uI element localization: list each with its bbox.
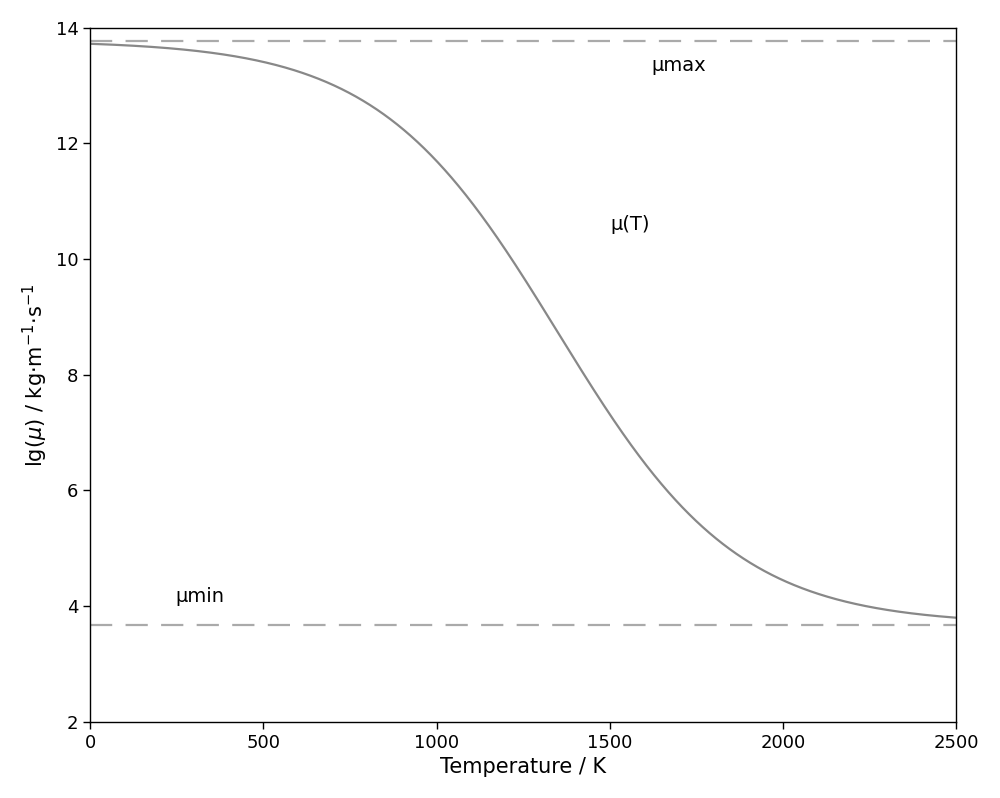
Text: μmin: μmin bbox=[175, 587, 224, 606]
Text: μ(T): μ(T) bbox=[610, 215, 649, 234]
Y-axis label: lg($\mu$) / kg$\cdot$m$^{-1}$$\cdot$s$^{-1}$: lg($\mu$) / kg$\cdot$m$^{-1}$$\cdot$s$^{… bbox=[21, 283, 50, 467]
Text: μmax: μmax bbox=[652, 56, 706, 75]
X-axis label: Temperature / K: Temperature / K bbox=[440, 757, 606, 777]
